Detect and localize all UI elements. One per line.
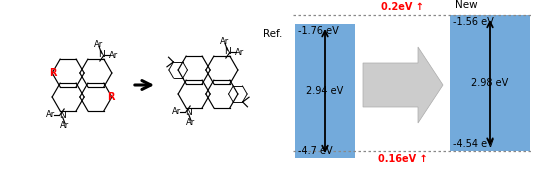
Text: N: N: [98, 50, 105, 59]
Text: Ar: Ar: [46, 110, 55, 119]
Text: -1.76 eV: -1.76 eV: [298, 26, 339, 36]
Text: 0.16eV ↑: 0.16eV ↑: [378, 154, 427, 164]
Text: New: New: [455, 0, 477, 10]
Text: N: N: [185, 108, 192, 117]
Text: -1.56 eV: -1.56 eV: [453, 17, 494, 27]
Text: R: R: [49, 68, 57, 78]
Text: Ar: Ar: [109, 51, 118, 60]
Text: Ar: Ar: [60, 121, 70, 130]
Text: 0.2eV ↑: 0.2eV ↑: [381, 2, 424, 12]
Polygon shape: [363, 47, 443, 123]
Text: -4.7 eV: -4.7 eV: [298, 146, 332, 156]
Bar: [295, 24, 355, 158]
Text: 2.98 eV: 2.98 eV: [471, 78, 508, 88]
Text: Ref.: Ref.: [263, 29, 283, 39]
Text: N: N: [59, 111, 66, 120]
Text: -4.54 eV: -4.54 eV: [453, 139, 494, 149]
Text: Ar: Ar: [186, 118, 196, 127]
Text: Ar: Ar: [172, 107, 181, 116]
Bar: [450, 15, 530, 151]
Text: 2.94 eV: 2.94 eV: [306, 86, 344, 96]
Text: Ar: Ar: [235, 48, 244, 57]
Text: R: R: [107, 92, 115, 102]
Text: Ar: Ar: [94, 40, 104, 49]
Text: N: N: [224, 47, 231, 56]
Text: Ar: Ar: [220, 37, 229, 46]
